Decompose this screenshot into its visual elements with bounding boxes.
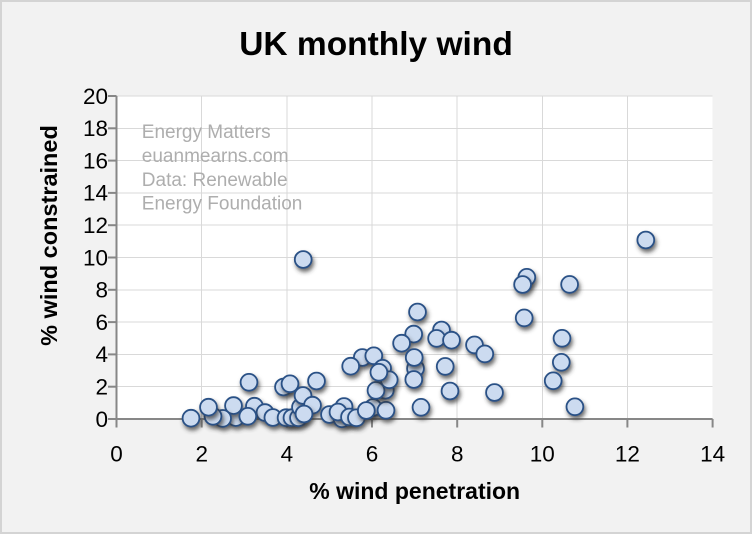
svg-text:2: 2 <box>195 442 208 467</box>
svg-text:6: 6 <box>95 310 108 335</box>
svg-text:4: 4 <box>95 342 108 367</box>
svg-text:0: 0 <box>110 442 123 467</box>
svg-text:20: 20 <box>83 84 108 109</box>
svg-text:% wind constrained: % wind constrained <box>36 125 62 346</box>
svg-text:8: 8 <box>451 442 464 467</box>
svg-text:UK monthly wind: UK monthly wind <box>239 26 513 63</box>
svg-text:6: 6 <box>366 442 379 467</box>
svg-text:10: 10 <box>83 245 108 270</box>
svg-text:Data: Renewable: Data: Renewable <box>142 170 288 191</box>
svg-text:Energy Matters: Energy Matters <box>142 122 271 143</box>
svg-text:10: 10 <box>530 442 555 467</box>
svg-text:14: 14 <box>83 181 108 206</box>
svg-text:12: 12 <box>615 442 640 467</box>
svg-text:Energy Foundation: Energy Foundation <box>142 194 303 215</box>
svg-text:0: 0 <box>95 407 108 432</box>
svg-text:euanmearns.com: euanmearns.com <box>142 146 289 167</box>
svg-text:12: 12 <box>83 213 108 238</box>
svg-text:16: 16 <box>83 148 108 173</box>
svg-text:% wind penetration: % wind penetration <box>309 478 520 504</box>
svg-text:18: 18 <box>83 116 108 141</box>
svg-text:4: 4 <box>281 442 294 467</box>
svg-text:14: 14 <box>700 442 725 467</box>
svg-text:2: 2 <box>95 374 108 399</box>
svg-text:8: 8 <box>95 278 108 303</box>
